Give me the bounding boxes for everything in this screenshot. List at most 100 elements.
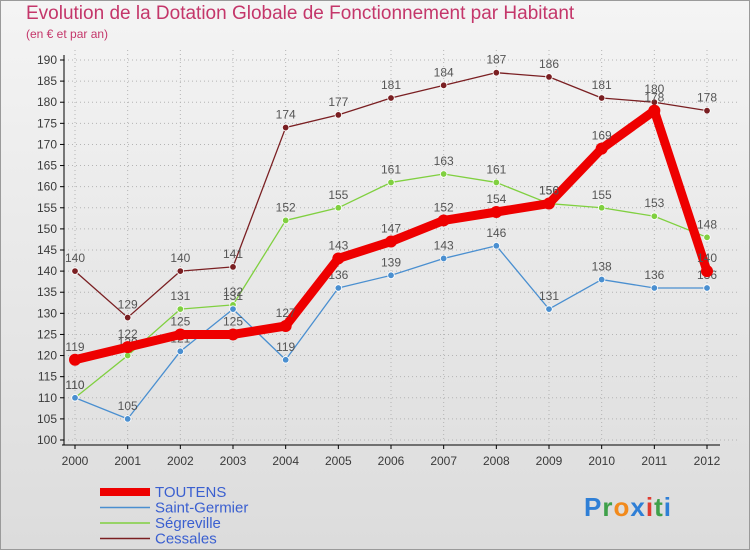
data-label-toutens: 143 [328,238,348,252]
y-tick-label: 125 [37,327,57,341]
data-point-segreville [492,178,501,187]
data-label-toutens: 169 [592,129,612,143]
data-label-saint-germier: 131 [223,289,243,303]
data-point-segreville [176,305,185,313]
data-point-saint-germier [334,284,343,292]
chart-title: Evolution de la Dotation Globale de Fonc… [26,3,575,24]
logo-letter: x [630,492,646,522]
x-tick-label: 2007 [430,454,457,468]
data-point-cessales [71,267,79,275]
data-point-segreville [123,351,132,360]
data-label-segreville: 161 [486,162,506,176]
data-point-toutens [437,214,450,227]
data-point-saint-germier [229,305,237,313]
logo-letter: o [613,492,631,522]
data-label-cessales: 140 [65,251,85,265]
y-tick-label: 140 [37,264,57,278]
data-point-toutens [69,353,81,366]
data-point-cessales [545,73,553,81]
y-tick-label: 135 [37,285,57,299]
x-tick-label: 2005 [325,454,352,468]
x-tick-label: 2006 [378,454,405,468]
data-point-saint-germier [492,242,501,250]
data-point-segreville [650,212,659,220]
data-point-toutens [385,235,397,248]
data-label-toutens: 125 [223,314,243,328]
y-tick-label: 150 [37,222,57,236]
data-label-toutens: 156 [539,184,559,198]
data-point-cessales [387,94,395,102]
data-point-toutens [227,328,239,341]
legend-label: TOUTENS [155,484,226,501]
logo-letter: i [645,492,655,522]
x-tick-label: 2010 [588,454,615,468]
y-tick-label: 115 [38,370,57,384]
data-point-cessales [334,111,343,119]
legend-label: Cessales [155,531,217,548]
data-label-toutens: 127 [276,306,296,320]
legend-label: Saint-Germier [155,500,248,517]
x-tick-label: 2011 [641,454,667,468]
data-point-toutens [490,206,503,218]
y-tick-label: 130 [37,306,57,320]
data-point-cessales [281,123,290,132]
data-point-segreville [334,204,343,212]
data-point-cessales [492,68,501,77]
data-point-saint-germier [439,254,448,263]
y-tick-label: 105 [37,412,57,426]
logo-letter: P [584,492,603,522]
data-point-segreville [597,204,606,212]
data-label-toutens: 147 [381,222,401,236]
data-label-segreville: 155 [328,188,348,202]
data-label-cessales: 181 [592,78,612,92]
x-tick-label: 2008 [483,454,510,468]
data-label-saint-germier: 119 [276,340,295,354]
x-tick-label: 2002 [167,454,194,468]
data-label-segreville: 153 [644,196,664,210]
x-tick-label: 2003 [220,454,247,468]
data-label-cessales: 140 [170,251,190,265]
y-tick-label: 175 [37,116,57,130]
data-point-saint-germier [176,347,185,356]
data-point-toutens [701,265,713,278]
y-tick-label: 165 [37,159,57,173]
data-label-segreville: 131 [170,289,190,303]
data-label-toutens: 154 [486,192,506,206]
data-label-cessales: 174 [276,108,296,122]
data-label-segreville: 155 [592,188,612,202]
data-label-saint-germier: 110 [65,378,84,392]
data-point-toutens [279,320,292,332]
x-tick-label: 2009 [536,454,563,468]
data-label-saint-germier: 131 [539,289,559,303]
data-label-cessales: 187 [486,53,506,67]
data-label-cessales: 186 [539,57,559,71]
data-label-segreville: 161 [381,162,401,176]
y-tick-label: 160 [37,180,57,194]
data-label-segreville: 132 [223,285,243,299]
data-label-segreville: 110 [65,378,84,392]
y-tick-label: 155 [37,201,57,215]
y-tick-label: 110 [38,391,57,405]
data-point-segreville [387,178,395,187]
x-tick-label: 2001 [114,454,141,468]
logo-letter: i [663,492,672,522]
data-label-toutens: 152 [434,200,454,214]
data-label-cessales: 184 [434,65,454,79]
data-point-toutens [543,197,555,210]
data-point-cessales [439,81,448,90]
data-point-toutens [174,328,187,341]
data-label-toutens: 178 [644,91,664,105]
logo-letter: t [654,492,664,522]
data-label-cessales: 141 [223,247,243,261]
data-point-cessales [123,313,132,322]
data-point-toutens [595,142,608,155]
y-tick-label: 180 [37,95,57,109]
data-label-saint-germier: 146 [486,226,506,240]
data-label-cessales: 129 [118,298,138,312]
data-point-saint-germier [650,284,659,292]
data-point-saint-germier [281,356,290,364]
y-tick-label: 170 [37,137,57,151]
data-point-saint-germier [123,415,132,423]
